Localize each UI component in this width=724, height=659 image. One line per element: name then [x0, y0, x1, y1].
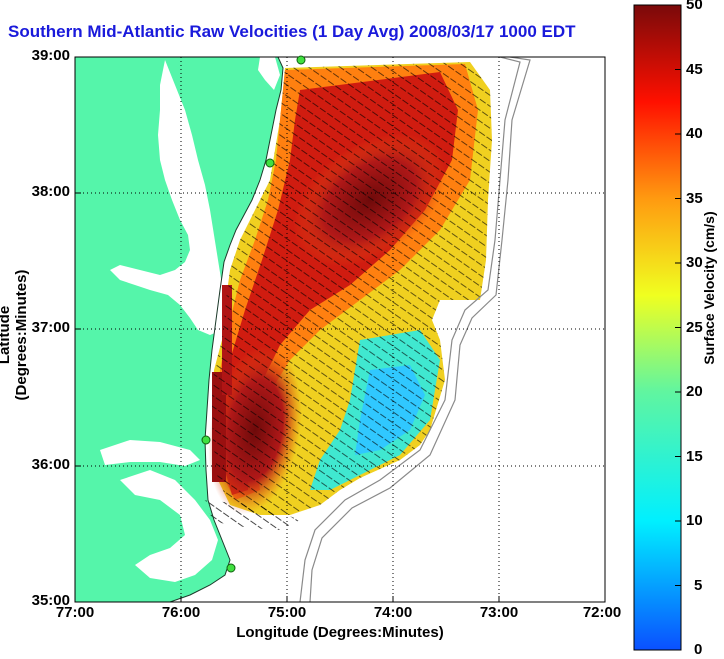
colorbar: [633, 4, 682, 651]
colorbar-ticks: [675, 69, 681, 586]
colorbar-tick-label: 45: [686, 61, 703, 78]
chesapeake-bay: [110, 60, 224, 335]
y-tick-label: 35:00: [31, 592, 70, 609]
chart-title: Southern Mid-Atlantic Raw Velocities (1 …: [8, 22, 576, 41]
colorbar-tick-label: 35: [686, 190, 703, 207]
grid-lines: [75, 57, 605, 602]
colorbar-tick-label: 15: [686, 448, 703, 465]
x-tick-label: 76:00: [161, 604, 201, 621]
delaware-bay: [258, 57, 280, 90]
bathymetry-contour: [299, 57, 521, 602]
x-tick-label: 73:00: [479, 604, 519, 621]
albemarle-sound: [100, 440, 200, 466]
colorbar-tick-label: 30: [686, 254, 703, 271]
y-tick-label: 37:00: [31, 319, 70, 336]
colorbar-tick-label: 25: [686, 319, 703, 336]
station-markers: [201, 55, 306, 573]
colorbar-tick-label: 0: [694, 641, 703, 658]
x-tick-label: 74:00: [373, 604, 413, 621]
colorbar-tick-label: 20: [686, 383, 703, 400]
coastline: [169, 57, 284, 602]
colorbar-tick-label: 40: [686, 125, 703, 142]
station-marker: [201, 435, 211, 445]
colorbar-label: Surface Velocity (cm/s): [701, 211, 717, 365]
colorbar-tick-label: 10: [686, 512, 703, 529]
x-tick-label: 75:00: [267, 604, 307, 621]
station-marker: [226, 563, 236, 573]
x-tick-label: 77:00: [55, 604, 95, 621]
axis-ticks: [75, 192, 500, 602]
station-marker: [265, 158, 275, 168]
bathymetry-contour-2: [309, 57, 531, 602]
pamlico-sound: [120, 470, 218, 582]
y-tick-label: 39:00: [31, 47, 70, 64]
x-tick-label: 72:00: [582, 604, 622, 621]
colorbar-tick-label: 50: [686, 0, 703, 13]
colorbar-tick-label: 5: [694, 577, 703, 594]
station-marker: [296, 55, 306, 65]
vector-arrows: [212, 62, 492, 515]
x-axis-label: Longitude (Degrees:Minutes): [236, 624, 444, 641]
y-tick-label: 36:00: [31, 456, 70, 473]
vector-arrows-south: [200, 500, 300, 530]
y-tick-label: 38:00: [31, 183, 70, 200]
